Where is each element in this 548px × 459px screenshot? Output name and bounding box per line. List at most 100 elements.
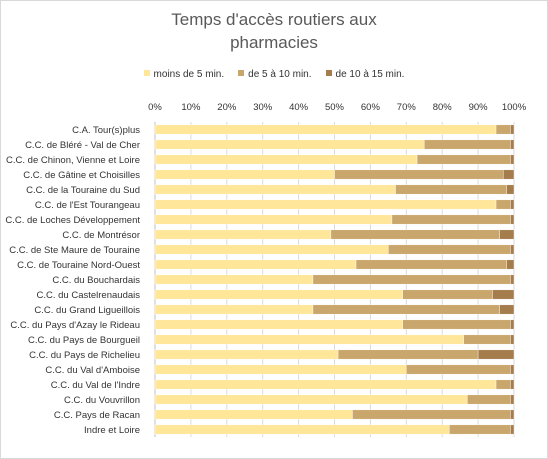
- bar-segment-moins-de-5-min: [154, 289, 403, 300]
- category-label: C.C. de Loches Développement: [5, 215, 140, 226]
- bar-segment-de-5-a-10-min: [334, 169, 504, 180]
- category-label: C.C. de Bléré - Val de Cher: [25, 140, 140, 151]
- category-label: Indre et Loire: [84, 425, 140, 436]
- category-label: C.C. du Pays de Bourgueil: [28, 335, 140, 346]
- x-tick-label: 10%: [181, 102, 201, 113]
- bar-segment-de-10-a-15-min: [510, 124, 515, 135]
- bar-segment-de-5-a-10-min: [352, 409, 511, 420]
- bar-segment-de-10-a-15-min: [477, 349, 515, 360]
- x-tick-label: 100%: [502, 102, 527, 113]
- category-label: C.C. de l'Est Tourangeau: [35, 200, 140, 211]
- bar-segment-de-5-a-10-min: [449, 424, 511, 435]
- x-tick-label: 0%: [148, 102, 162, 113]
- bar-segment-de-5-a-10-min: [337, 349, 479, 360]
- bar-segment-moins-de-5-min: [154, 139, 425, 150]
- bar-segment-moins-de-5-min: [154, 364, 407, 375]
- legend-label: de 5 à 10 min.: [248, 69, 312, 80]
- bar-segment-de-5-a-10-min: [330, 229, 500, 240]
- category-label: C.C. du Castelrenaudais: [37, 290, 141, 301]
- bar-segment-de-5-a-10-min: [495, 379, 511, 390]
- bar-segment-moins-de-5-min: [154, 199, 497, 210]
- bar-segment-de-10-a-15-min: [492, 289, 515, 300]
- bar-segment-de-5-a-10-min: [406, 364, 511, 375]
- bar-segment-moins-de-5-min: [154, 214, 393, 225]
- category-label: C.C. du Grand Ligueillois: [34, 305, 140, 316]
- bar-segment-moins-de-5-min: [154, 424, 450, 435]
- chart-title: Temps d'accès routiers aux pharmacies: [0, 8, 548, 54]
- bar-segment-moins-de-5-min: [154, 154, 418, 165]
- category-label: C.C. de Touraine Nord-Ouest: [17, 260, 140, 271]
- bar-segment-de-5-a-10-min: [467, 394, 511, 405]
- x-tick-label: 80%: [433, 102, 453, 113]
- bar-segment-de-10-a-15-min: [510, 214, 515, 225]
- bar-segment-moins-de-5-min: [154, 124, 497, 135]
- bar-segment-de-10-a-15-min: [510, 364, 515, 375]
- bar-segment-de-5-a-10-min: [388, 244, 511, 255]
- x-tick-label: 20%: [217, 102, 237, 113]
- bar-segment-moins-de-5-min: [154, 334, 464, 345]
- category-label: C.C. du Bouchardais: [52, 275, 140, 286]
- bar-segment-de-10-a-15-min: [510, 319, 515, 330]
- bar-segment-moins-de-5-min: [154, 244, 389, 255]
- category-label: C.C. Pays de Racan: [54, 410, 140, 421]
- bar-segment-de-5-a-10-min: [463, 334, 511, 345]
- bar-segment-de-5-a-10-min: [402, 289, 493, 300]
- category-label: C.C. du Val d'Amboise: [45, 365, 140, 376]
- chart-title-line-2: pharmacies: [230, 33, 318, 52]
- category-label: C.A. Tour(s)plus: [72, 125, 140, 136]
- chart-title-line-1: Temps d'accès routiers aux: [171, 10, 377, 29]
- bar-segment-moins-de-5-min: [154, 274, 314, 285]
- bar-segment-moins-de-5-min: [154, 409, 353, 420]
- x-tick-label: 90%: [469, 102, 489, 113]
- x-tick-label: 50%: [325, 102, 345, 113]
- chart-legend: moins de 5 min. de 5 à 10 min. de 10 à 15 …: [0, 69, 548, 80]
- bar-segment-de-10-a-15-min: [510, 274, 515, 285]
- category-label: C.C. de Chinon, Vienne et Loire: [6, 155, 140, 166]
- bar-segment-de-10-a-15-min: [510, 334, 515, 345]
- legend-item-de-10-a-15-min: de 10 à 15 min.: [325, 69, 405, 80]
- category-label: C.C. du Pays d'Azay le Rideau: [10, 320, 140, 331]
- category-label: C.C. du Vouvrillon: [64, 395, 140, 406]
- bar-segment-de-10-a-15-min: [510, 379, 515, 390]
- x-tick-label: 60%: [361, 102, 381, 113]
- bar-segment-moins-de-5-min: [154, 229, 332, 240]
- bar-segment-de-10-a-15-min: [506, 259, 515, 270]
- legend-item-moins-de-5-min: moins de 5 min.: [143, 69, 225, 80]
- x-tick-label: 30%: [253, 102, 273, 113]
- legend-label: de 10 à 15 min.: [335, 69, 405, 80]
- bar-segment-moins-de-5-min: [154, 259, 357, 270]
- bar-segment-de-5-a-10-min: [395, 184, 508, 195]
- category-label: C.C. de Gâtine et Choisilles: [23, 170, 140, 181]
- legend-label: moins de 5 min.: [153, 69, 225, 80]
- legend-swatch: [238, 70, 245, 76]
- category-label: C.C. de la Touraine du Sud: [26, 185, 140, 196]
- category-label: C.C. du Val de l'Indre: [51, 380, 140, 391]
- bar-segment-de-10-a-15-min: [510, 409, 515, 420]
- bar-segment-de-5-a-10-min: [416, 154, 511, 165]
- bar-segment-de-5-a-10-min: [312, 304, 500, 315]
- bar-segment-de-10-a-15-min: [506, 184, 515, 195]
- bar-segment-de-5-a-10-min: [312, 274, 511, 285]
- category-label: C.C. de Montrésor: [62, 230, 140, 241]
- bar-segment-de-10-a-15-min: [499, 229, 515, 240]
- bar-segment-moins-de-5-min: [154, 379, 497, 390]
- bar-segment-de-10-a-15-min: [510, 154, 515, 165]
- bar-segment-de-10-a-15-min: [510, 199, 515, 210]
- legend-swatch: [325, 70, 332, 76]
- bar-segment-de-5-a-10-min: [355, 259, 508, 270]
- bar-segment-de-5-a-10-min: [424, 139, 511, 150]
- bar-segment-de-10-a-15-min: [510, 424, 515, 435]
- bar-segment-moins-de-5-min: [154, 394, 468, 405]
- legend-swatch: [143, 70, 150, 76]
- bar-segment-de-5-a-10-min: [391, 214, 511, 225]
- bar-segment-de-10-a-15-min: [510, 139, 515, 150]
- bar-segment-de-10-a-15-min: [510, 394, 515, 405]
- bar-segment-moins-de-5-min: [154, 304, 314, 315]
- bar-segment-moins-de-5-min: [154, 184, 396, 195]
- bar-segment-moins-de-5-min: [154, 349, 339, 360]
- category-label: C.C. du Pays de Richelieu: [29, 350, 140, 361]
- bar-segment-de-5-a-10-min: [495, 124, 511, 135]
- bar-segment-moins-de-5-min: [154, 319, 403, 330]
- legend-item-de-5-a-10-min: de 5 à 10 min.: [238, 69, 312, 80]
